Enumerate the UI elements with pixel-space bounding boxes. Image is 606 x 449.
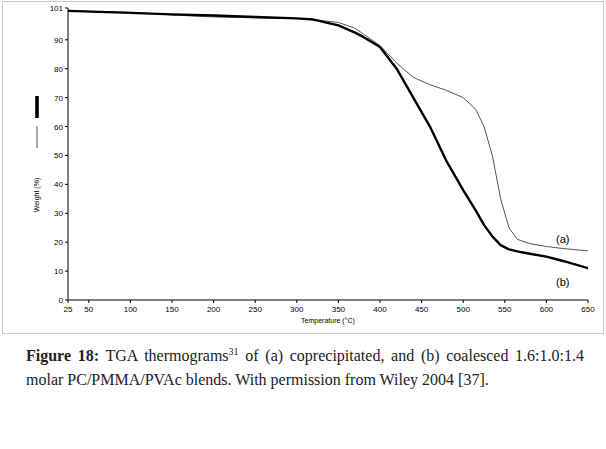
y-axis-title: Weight (%) bbox=[33, 178, 41, 213]
series-line bbox=[68, 11, 588, 251]
chart: 0 10 20 30 40 50 60 70 80 90 101 25 50 100 150 200 250 30… bbox=[0, 0, 606, 336]
caption-label: Figure 18: bbox=[26, 347, 99, 364]
x-tick-label: 25 bbox=[64, 305, 73, 314]
x-tick bbox=[421, 300, 422, 303]
y-tick-label: 70 bbox=[54, 94, 63, 103]
caption: Figure 18: TGA thermograms31 of (a) copr… bbox=[26, 344, 584, 392]
y-tick bbox=[65, 242, 68, 243]
y-tick-label: 60 bbox=[54, 123, 63, 132]
x-axis bbox=[68, 300, 588, 301]
x-tick-label: 550 bbox=[498, 305, 512, 314]
y-tick bbox=[65, 8, 68, 9]
x-tick-label: 200 bbox=[207, 305, 221, 314]
figure-frame bbox=[3, 2, 604, 334]
x-tick-label: 100 bbox=[124, 305, 138, 314]
x-tick-label: 600 bbox=[540, 305, 554, 314]
y-tick bbox=[65, 68, 68, 69]
x-tick-label: 150 bbox=[165, 305, 179, 314]
x-tick bbox=[130, 300, 131, 303]
x-tick-label: 400 bbox=[373, 305, 387, 314]
x-tick bbox=[380, 300, 381, 303]
x-tick-label: 300 bbox=[290, 305, 304, 314]
y-tick bbox=[65, 155, 68, 156]
y-tick bbox=[65, 126, 68, 127]
x-tick bbox=[588, 300, 589, 303]
x-tick bbox=[68, 300, 69, 303]
y-axis bbox=[68, 8, 69, 300]
x-tick bbox=[463, 300, 464, 303]
y-tick-label: 0 bbox=[59, 296, 64, 305]
series-label: (b) bbox=[556, 276, 569, 288]
x-axis-title: Temperature (°C) bbox=[301, 317, 355, 325]
x-tick bbox=[88, 300, 89, 303]
y-tick-label: 10 bbox=[54, 267, 63, 276]
x-tick-label: 500 bbox=[457, 305, 471, 314]
x-tick bbox=[296, 300, 297, 303]
y-tick bbox=[65, 39, 68, 40]
x-tick-label: 250 bbox=[249, 305, 263, 314]
caption-ref: 31 bbox=[229, 346, 239, 357]
y-tick bbox=[65, 97, 68, 98]
x-tick bbox=[504, 300, 505, 303]
caption-text: TGA thermograms bbox=[99, 347, 229, 364]
x-tick bbox=[172, 300, 173, 303]
style-key bbox=[35, 96, 39, 118]
x-tick-label: 50 bbox=[84, 305, 93, 314]
plot-area bbox=[68, 11, 588, 268]
x-tick bbox=[213, 300, 214, 303]
x-tick bbox=[338, 300, 339, 303]
series-line bbox=[68, 11, 588, 268]
x-tick-label: 650 bbox=[581, 305, 595, 314]
y-tick-label: 101 bbox=[50, 4, 64, 13]
x-tick-label: 450 bbox=[415, 305, 429, 314]
y-tick-label: 40 bbox=[54, 180, 63, 189]
y-tick-label: 50 bbox=[54, 151, 63, 160]
y-tick bbox=[65, 213, 68, 214]
x-tick bbox=[255, 300, 256, 303]
y-tick-label: 20 bbox=[54, 238, 63, 247]
y-tick-label: 90 bbox=[54, 36, 63, 45]
x-tick bbox=[546, 300, 547, 303]
y-tick-label: 80 bbox=[54, 65, 63, 74]
x-tick-label: 350 bbox=[332, 305, 346, 314]
y-tick-label: 30 bbox=[54, 209, 63, 218]
y-tick bbox=[65, 271, 68, 272]
style-key bbox=[37, 126, 38, 148]
series-label: (a) bbox=[556, 233, 569, 245]
y-tick bbox=[65, 184, 68, 185]
